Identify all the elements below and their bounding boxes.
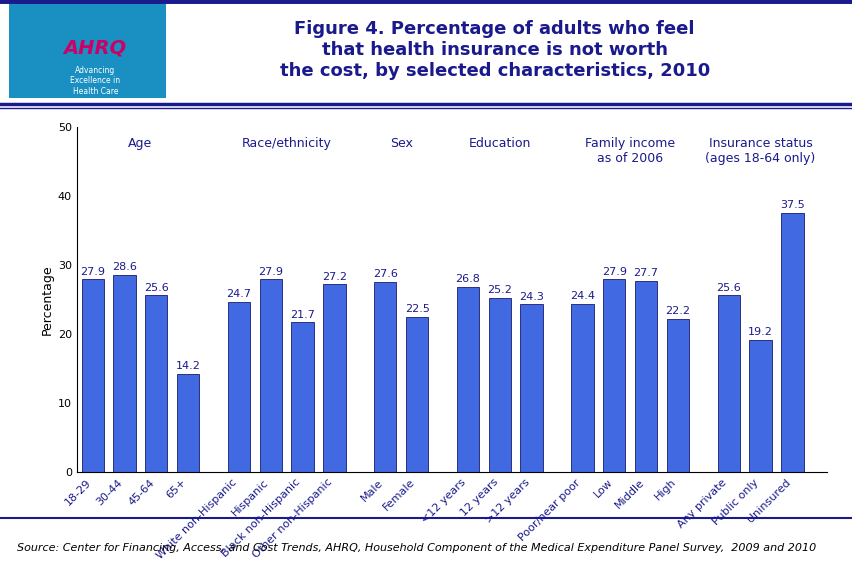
Bar bbox=[145, 295, 167, 472]
Bar bbox=[176, 374, 199, 472]
Bar bbox=[323, 285, 345, 472]
Text: 22.2: 22.2 bbox=[665, 306, 689, 316]
Text: 21.7: 21.7 bbox=[290, 309, 314, 320]
Text: 27.2: 27.2 bbox=[321, 271, 347, 282]
Bar bbox=[227, 302, 250, 472]
Bar bbox=[717, 295, 739, 472]
Text: 26.8: 26.8 bbox=[455, 274, 480, 285]
Text: 37.5: 37.5 bbox=[779, 200, 803, 210]
Text: Source: Center for Financing, Access, and Cost Trends, AHRQ, Household Component: Source: Center for Financing, Access, an… bbox=[17, 543, 815, 553]
Text: 24.3: 24.3 bbox=[519, 291, 544, 302]
Text: Advancing
Excellence in
Health Care: Advancing Excellence in Health Care bbox=[70, 66, 120, 96]
Bar bbox=[602, 279, 625, 472]
Text: Insurance status
(ages 18-64 only): Insurance status (ages 18-64 only) bbox=[705, 137, 815, 165]
Bar bbox=[457, 287, 479, 472]
Text: 14.2: 14.2 bbox=[176, 361, 200, 372]
Text: 27.9: 27.9 bbox=[602, 267, 626, 276]
Text: 27.9: 27.9 bbox=[258, 267, 283, 276]
Bar bbox=[571, 304, 593, 472]
Bar bbox=[113, 275, 135, 472]
Text: Age: Age bbox=[128, 137, 153, 150]
Text: Education: Education bbox=[468, 137, 530, 150]
Bar bbox=[406, 317, 428, 472]
Bar bbox=[634, 281, 657, 472]
Text: Figure 4. Percentage of adults who feel
that health insurance is not worth
the c: Figure 4. Percentage of adults who feel … bbox=[279, 20, 709, 79]
Bar bbox=[666, 319, 688, 472]
Text: 27.9: 27.9 bbox=[80, 267, 105, 276]
Bar bbox=[82, 279, 104, 472]
Text: 25.6: 25.6 bbox=[144, 283, 169, 293]
Text: 25.2: 25.2 bbox=[486, 285, 512, 295]
Text: 27.6: 27.6 bbox=[372, 269, 397, 279]
Text: 25.6: 25.6 bbox=[716, 283, 740, 293]
Bar bbox=[259, 279, 282, 472]
Bar bbox=[749, 340, 771, 472]
Text: Sex: Sex bbox=[389, 137, 412, 150]
Bar bbox=[520, 304, 542, 472]
Bar bbox=[374, 282, 396, 472]
Bar bbox=[291, 323, 314, 472]
Bar bbox=[488, 298, 510, 472]
Text: Family income
as of 2006: Family income as of 2006 bbox=[584, 137, 675, 165]
Text: 27.7: 27.7 bbox=[633, 268, 658, 278]
Bar bbox=[780, 213, 803, 472]
Text: 28.6: 28.6 bbox=[112, 262, 137, 272]
Text: 19.2: 19.2 bbox=[747, 327, 772, 337]
Text: 24.4: 24.4 bbox=[569, 291, 595, 301]
Text: Race/ethnicity: Race/ethnicity bbox=[241, 137, 331, 150]
Text: AHRQ: AHRQ bbox=[64, 39, 127, 58]
Y-axis label: Percentage: Percentage bbox=[41, 264, 54, 335]
Text: 24.7: 24.7 bbox=[227, 289, 251, 299]
Text: 22.5: 22.5 bbox=[404, 304, 429, 314]
